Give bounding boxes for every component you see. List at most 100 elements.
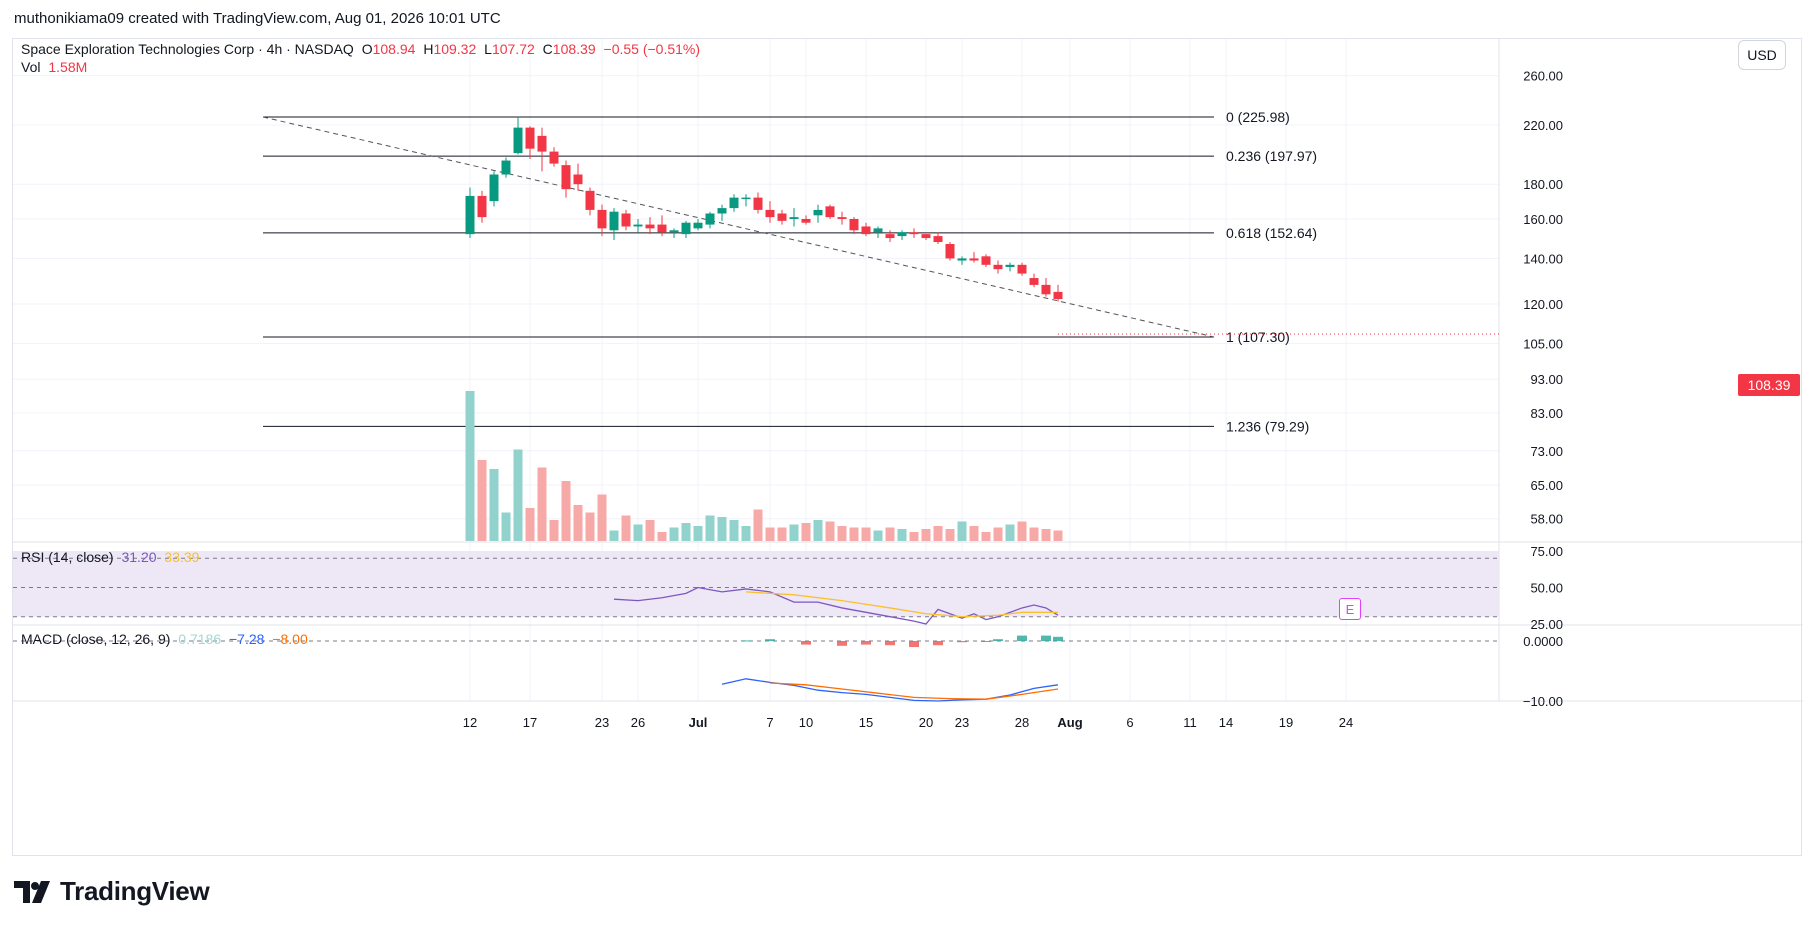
candle-body [513, 127, 523, 154]
candle-body [933, 236, 943, 243]
x-axis-tick-label: 6 [1126, 715, 1133, 730]
x-axis-tick-label: 23 [595, 715, 609, 730]
volume-bar [537, 467, 547, 541]
macd-axis-tick-label: 0.0000 [1523, 634, 1563, 649]
price-axis-tick-label: 160.00 [1523, 212, 1563, 227]
candle-body [717, 208, 727, 214]
tradingview-logo[interactable]: TradingView [14, 876, 210, 907]
price-axis-tick-label: 83.00 [1530, 406, 1563, 421]
candle-body [621, 213, 631, 227]
last-price-tag: 108.39 [1738, 374, 1800, 396]
macd-histogram-bar [909, 641, 919, 647]
rsi-ma-line [745, 591, 1058, 618]
open-value: 108.94 [372, 41, 416, 57]
candle-body [549, 151, 559, 164]
candle-body [693, 222, 703, 229]
candle-body [957, 258, 967, 261]
candle-body [705, 213, 715, 225]
volume-bar [885, 527, 895, 541]
volume-bar [597, 494, 607, 541]
x-axis-tick-label: 23 [955, 715, 969, 730]
volume-label[interactable]: Vol [21, 59, 41, 75]
price-axis-tick-label: 220.00 [1523, 118, 1563, 133]
candle-body [1005, 264, 1015, 267]
rsi-value: 31.20 [121, 549, 157, 565]
macd-histogram-bar [1053, 636, 1063, 641]
candle-body [585, 190, 595, 210]
candle-body [729, 197, 739, 209]
candle-body [921, 234, 931, 239]
volume-bar [849, 527, 859, 541]
volume-bar [933, 526, 943, 541]
volume-bar [561, 481, 571, 541]
candle-body [633, 224, 643, 227]
candle-body [885, 234, 895, 239]
close-label: C [542, 41, 553, 57]
macd-histogram-bar [861, 641, 871, 645]
candle-body [945, 244, 955, 259]
volume-bar [741, 526, 751, 541]
volume-bar [801, 523, 811, 541]
volume-bar [609, 530, 619, 541]
rsi-legend: RSI (14, close) 31.20 33.39 [21, 549, 203, 565]
price-axis-tick-label: 93.00 [1530, 372, 1563, 387]
x-axis-tick-label: 19 [1279, 715, 1293, 730]
volume-bar [777, 527, 787, 541]
x-axis-tick-label: 12 [463, 715, 477, 730]
volume-bar [1005, 524, 1015, 541]
earnings-marker[interactable]: E [1339, 598, 1361, 620]
volume-bar [585, 512, 595, 541]
symbol-description[interactable]: Space Exploration Technologies Corp · 4h… [21, 41, 354, 57]
candle-body [537, 135, 547, 152]
volume-bar [693, 526, 703, 541]
candle-body [825, 206, 835, 218]
volume-bar [753, 509, 763, 541]
volume-bar [861, 527, 871, 541]
volume-bar [813, 520, 823, 541]
currency-button[interactable]: USD [1738, 40, 1786, 70]
macd-label[interactable]: MACD (close, 12, 26, 9) [21, 631, 171, 647]
rsi-axis-tick-label: 75.00 [1530, 544, 1563, 559]
candle-body [753, 197, 763, 210]
fib-level-label: 1 (107.30) [1226, 329, 1290, 345]
volume-bar [705, 515, 715, 541]
volume-bar [729, 520, 739, 541]
candle-body [477, 195, 487, 218]
close-value: 108.39 [552, 41, 596, 57]
x-axis-tick-label: 10 [799, 715, 813, 730]
macd-histogram-bar [741, 640, 751, 642]
candle-body [837, 217, 847, 219]
volume-bar [873, 530, 883, 541]
volume-bar [1017, 521, 1027, 541]
volume-bar [993, 527, 1003, 541]
volume-bar [921, 529, 931, 541]
candle-body [789, 217, 799, 219]
fib-level-label: 0 (225.98) [1226, 109, 1290, 125]
rsi-label[interactable]: RSI (14, close) [21, 549, 114, 565]
volume-bar [969, 526, 979, 541]
volume-bar [837, 526, 847, 541]
candle-body [777, 213, 787, 221]
volume-bar [657, 532, 667, 541]
low-value: 107.72 [491, 41, 535, 57]
open-label: O [361, 41, 373, 57]
rsi-axis-tick-label: 50.00 [1530, 581, 1563, 596]
volume-bar [489, 469, 499, 541]
price-axis-tick-label: 58.00 [1530, 512, 1563, 527]
x-axis-tick-label: 20 [919, 715, 933, 730]
volume-value: 1.58M [48, 59, 88, 75]
volume-bar [573, 505, 583, 541]
macd-line [721, 678, 1059, 702]
volume-bar [549, 520, 559, 541]
x-axis-tick-label: 28 [1015, 715, 1029, 730]
candle-body [465, 195, 475, 235]
fib-level-label: 0.236 (197.97) [1226, 148, 1317, 164]
macd-histogram-bar [885, 641, 895, 646]
price-axis-tick-label: 260.00 [1523, 69, 1563, 84]
candle-body [669, 230, 679, 233]
candle-body [993, 264, 1003, 270]
chart-canvas[interactable]: 12 17 23 26 Jul 7 10 15 20 23 28 Aug 6 11 14 19 24 260.00… [13, 39, 1803, 857]
candle-body [501, 160, 511, 175]
volume-bar [525, 508, 535, 541]
trend-line [262, 116, 1215, 338]
